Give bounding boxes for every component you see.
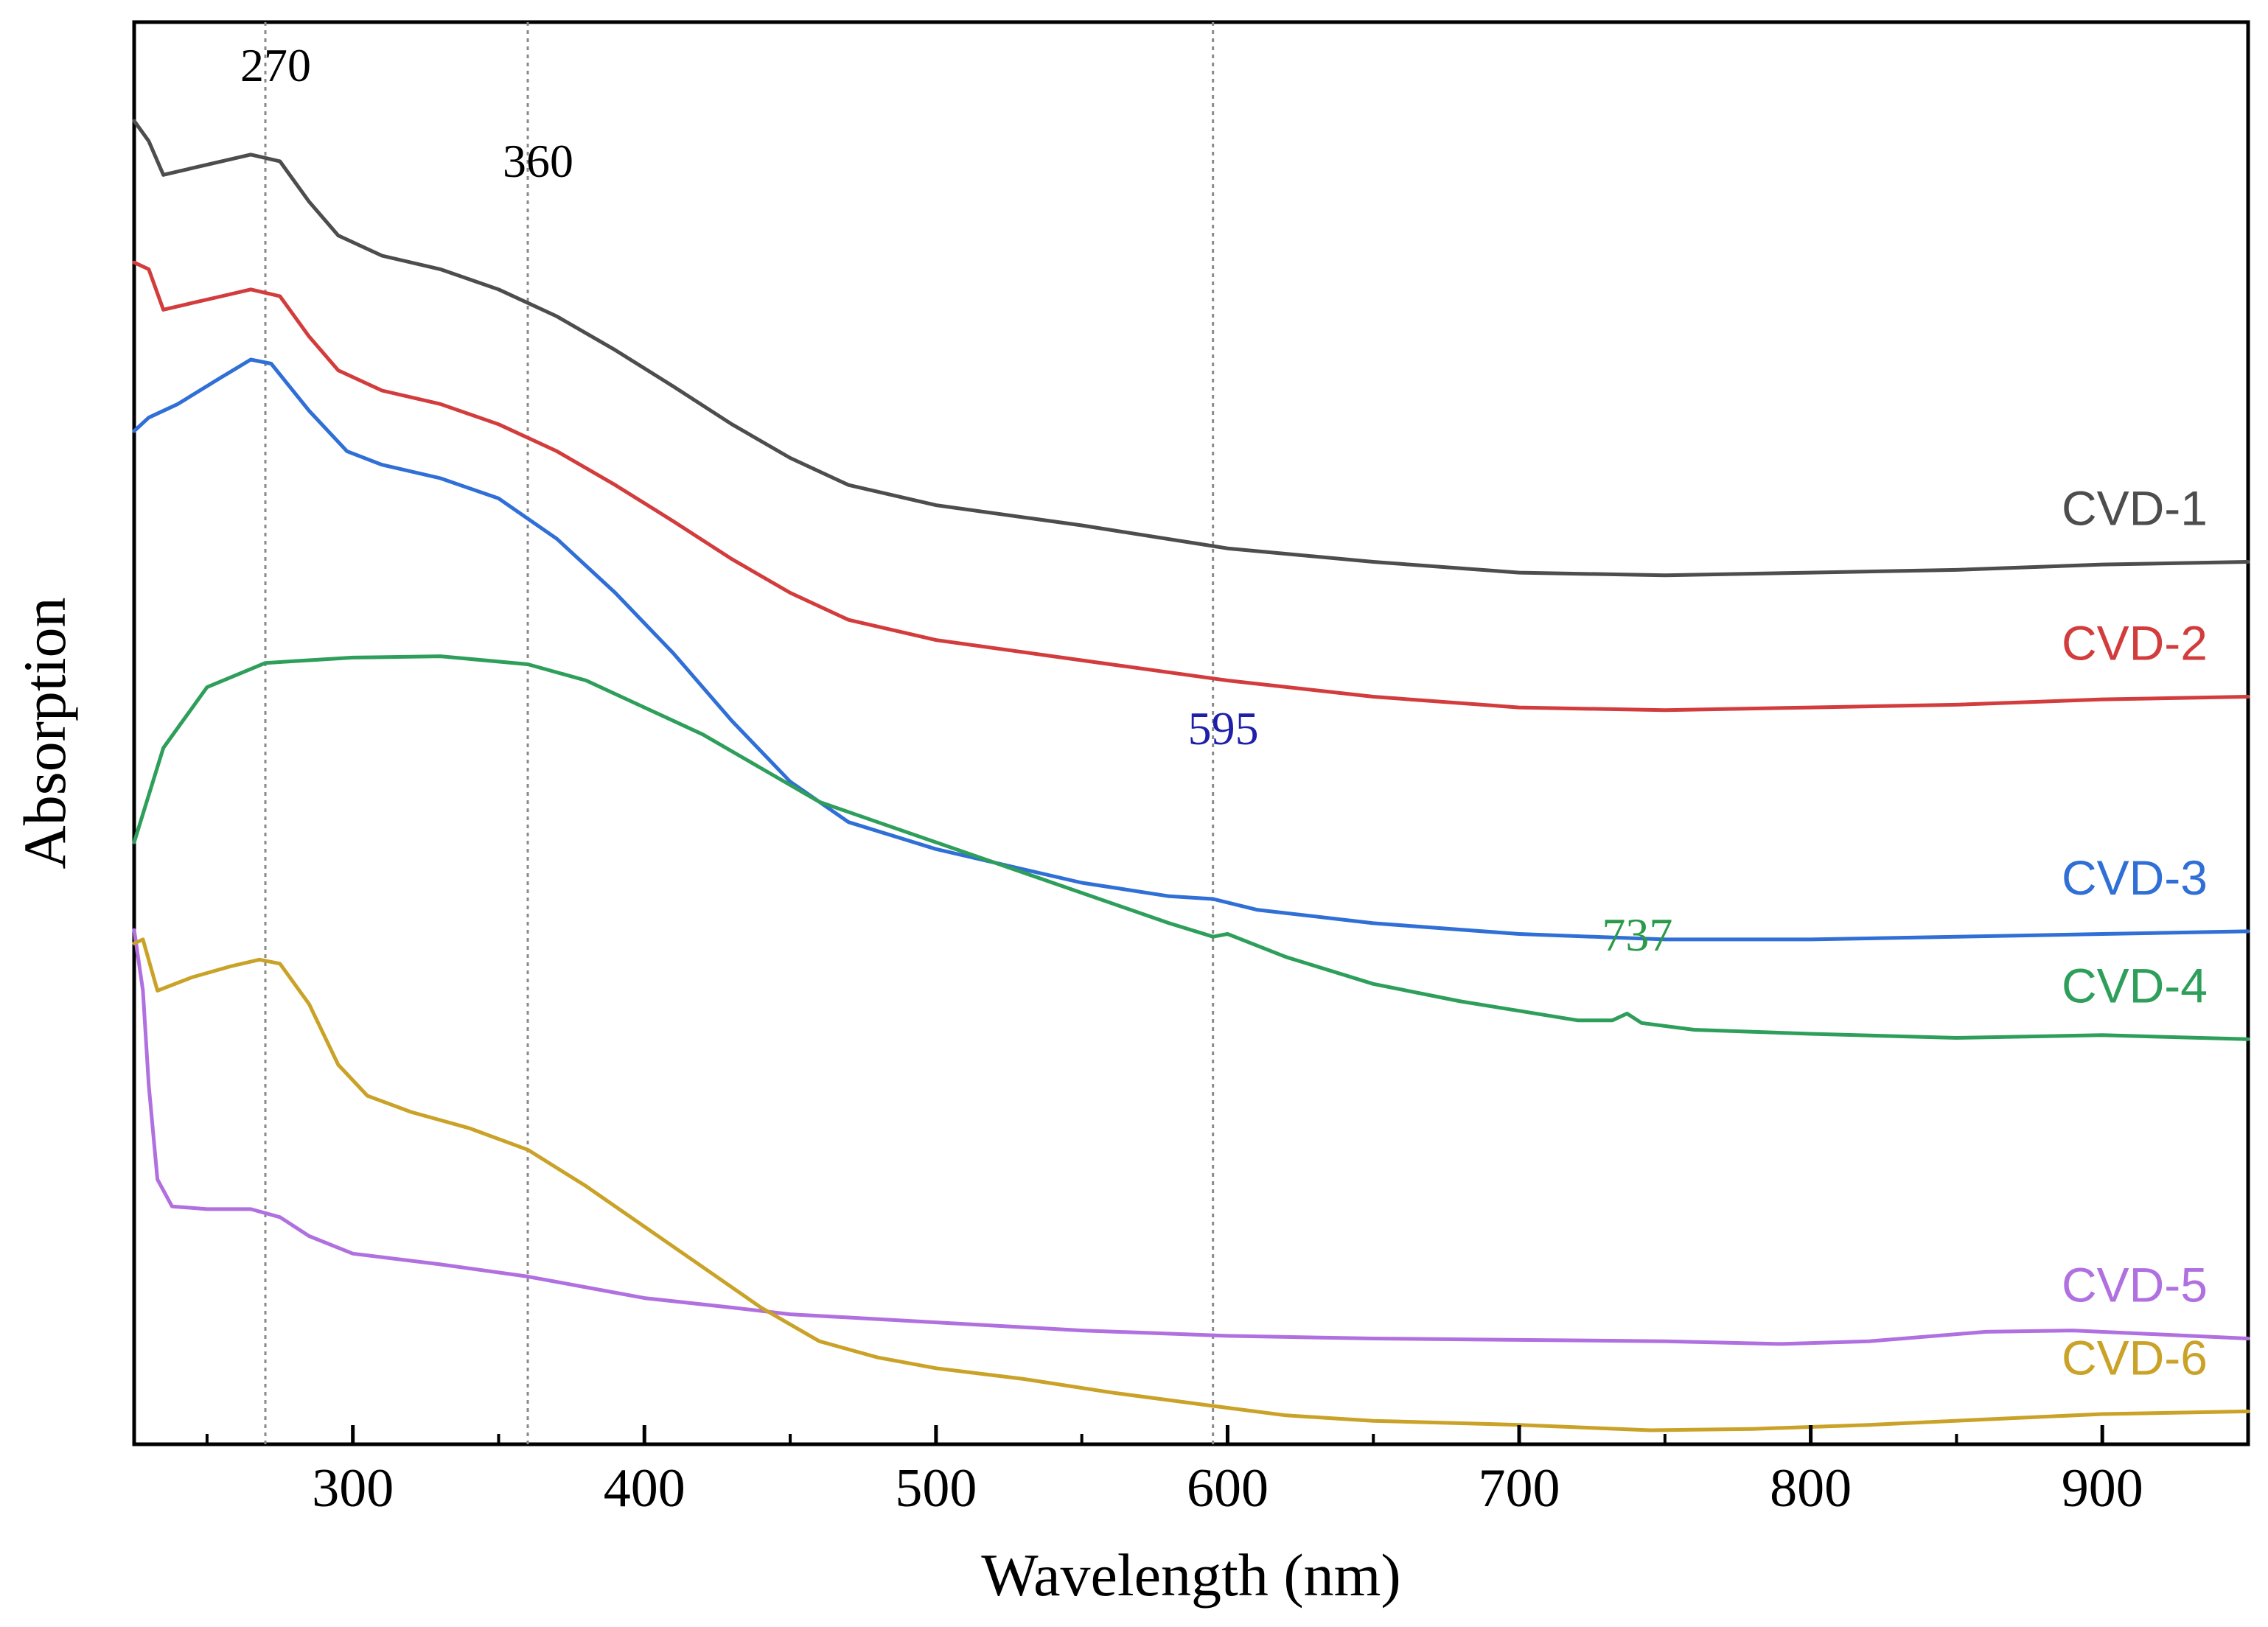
peak-annotations: 270 360 595 737 [240,39,1672,961]
reference-lines [264,22,1215,1444]
x-tick-label: 300 [312,1458,394,1519]
y-axis-title: Absorption [11,598,78,870]
series-lines [132,119,2250,1432]
x-tick-label: 600 [1187,1458,1269,1519]
series-line-cvd-5 [132,928,2250,1346]
x-axis-ticks [205,1425,2104,1444]
series-line-cvd-1 [132,119,2250,578]
x-tick-label: 500 [895,1458,977,1519]
series-label-cvd-4: CVD-4 [2062,958,2208,1012]
series-line-cvd-4 [132,654,2250,1041]
series-label-cvd-5: CVD-5 [2062,1258,2208,1312]
x-tick-label: 800 [1770,1458,1852,1519]
x-tick-label: 400 [604,1458,685,1519]
peak-label-270: 270 [240,39,311,91]
series-labels: CVD-1 CVD-2 CVD-3 CVD-4 CVD-5 CVD-6 [2062,480,2208,1385]
series-line-cvd-6 [132,937,2250,1432]
peak-label-360: 360 [503,135,573,187]
peak-label-595: 595 [1188,702,1259,755]
peak-label-737: 737 [1602,909,1672,961]
series-label-cvd-1: CVD-1 [2062,480,2208,535]
x-tick-label: 700 [1479,1458,1560,1519]
series-line-cvd-3 [132,357,2250,942]
x-axis-tick-labels: 300 400 500 600 700 800 900 [312,1458,2143,1519]
series-label-cvd-3: CVD-3 [2062,850,2208,905]
x-axis-title: Wavelength (nm) [981,1542,1400,1609]
x-tick-label: 900 [2062,1458,2143,1519]
series-label-cvd-2: CVD-2 [2062,615,2208,670]
series-label-cvd-6: CVD-6 [2062,1330,2208,1385]
plot-frame [132,20,2250,1446]
series-line-cvd-2 [132,260,2250,713]
